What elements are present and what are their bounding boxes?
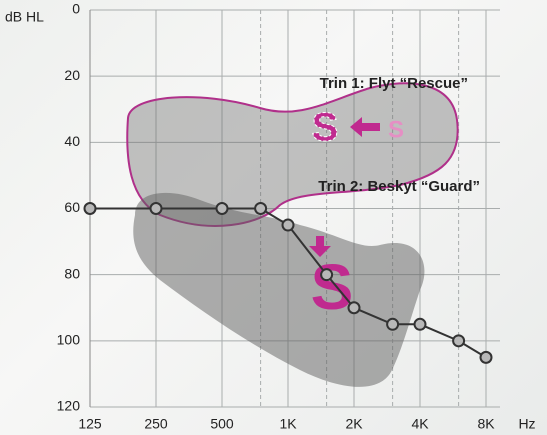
y-tick-label: 60 — [64, 199, 80, 215]
y-axis-label: dB HL — [5, 9, 44, 25]
threshold-point — [83, 202, 97, 215]
down-arrow — [309, 236, 331, 257]
y-tick-label: 80 — [64, 265, 80, 281]
threshold-point — [149, 202, 163, 215]
step-2-label: Trin 2: Beskyt “Guard” — [318, 178, 480, 195]
y-tick-label: 40 — [64, 133, 80, 149]
y-tick-label: 100 — [57, 332, 81, 348]
x-tick-label: 1K — [279, 416, 297, 432]
x-axis-label: Hz — [518, 416, 535, 432]
x-tick-label: 4K — [411, 416, 429, 432]
regions — [126, 82, 459, 387]
guard-region — [133, 192, 425, 387]
x-tick-label: 125 — [78, 416, 102, 432]
threshold-point — [254, 202, 268, 215]
x-tick-label: 500 — [210, 416, 234, 432]
x-tick-label: 8K — [477, 416, 495, 432]
step-1-label: Trin 1: Flyt “Rescue” — [320, 75, 468, 92]
threshold-point — [452, 334, 466, 348]
x-tick-label: 2K — [345, 416, 363, 432]
threshold-point — [413, 317, 427, 331]
y-tick-label: 20 — [64, 67, 80, 83]
s-small: S — [388, 116, 404, 143]
threshold-point — [320, 268, 334, 282]
threshold-point — [215, 202, 229, 215]
threshold-point — [479, 350, 493, 364]
y-tick-label: 120 — [57, 398, 81, 414]
s-dashed: S — [312, 106, 339, 150]
threshold-point — [281, 218, 295, 232]
threshold-point — [386, 317, 400, 331]
threshold-point — [347, 301, 361, 315]
y-tick-label: 0 — [72, 1, 80, 17]
x-tick-label: 250 — [144, 416, 168, 432]
left-arrow — [350, 117, 380, 137]
